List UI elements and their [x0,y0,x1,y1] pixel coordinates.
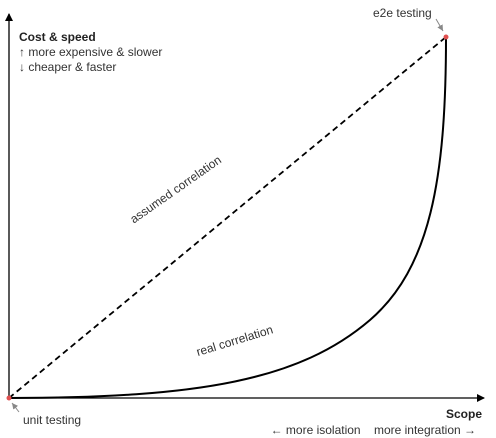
e2e-testing-point [443,34,449,40]
cost-axis-title: Cost & speed [19,30,96,44]
unit-testing-point [6,395,12,401]
e2e-pointer-arrow [435,18,444,32]
scope-axis-title: Scope [445,407,482,421]
scope-axis-directions: ← more isolation more integration → [271,423,476,438]
cost-axis-up-label: ↑ more expensive & slower [19,45,163,59]
assumed-correlation-line [8,36,447,399]
unit-pointer-arrow [11,402,20,413]
scope-integration-label: more integration → [373,423,476,437]
cost-axis-labels: Cost & speed ↑ more expensive & slower ↓… [19,30,162,75]
scope-isolation-label: ← more isolation [270,423,361,437]
real-correlation-curve [8,36,447,399]
unit-testing-label: unit testing [23,413,82,427]
cost-axis-down-label: ↓ cheaper & faster [19,60,117,74]
e2e-testing-label: e2e testing [373,6,432,20]
